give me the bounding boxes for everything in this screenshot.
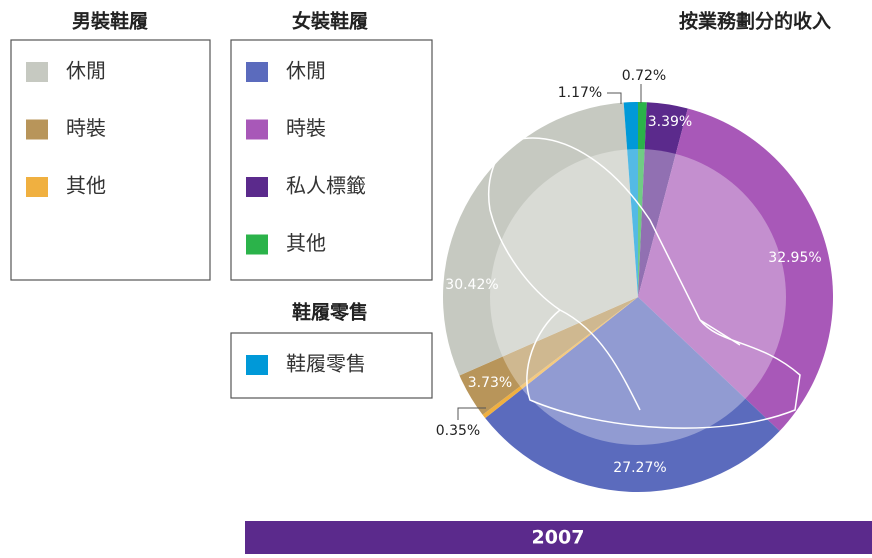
shoe-outline — [488, 137, 801, 429]
leader-line — [607, 92, 622, 104]
legend-label: 其他 — [66, 174, 106, 198]
value-label: 27.27% — [613, 460, 666, 476]
legend-swatch — [246, 355, 268, 375]
leader-line — [457, 407, 486, 420]
legend-label: 其他 — [286, 231, 326, 255]
value-label: 3.73% — [468, 375, 512, 391]
legend-swatch — [246, 177, 268, 197]
legend-label: 鞋履零售 — [286, 352, 366, 376]
pie-slice — [482, 297, 638, 419]
pie-slice — [638, 108, 833, 432]
pie-slice — [638, 102, 688, 297]
value-label: 3.39% — [648, 114, 692, 130]
legend-swatch — [26, 119, 48, 140]
footer-year: 2007 — [532, 527, 585, 549]
legend-title: 鞋履零售 — [292, 301, 368, 324]
pie — [443, 102, 833, 492]
legend-swatch — [26, 62, 48, 82]
legend-label: 私人標籤 — [286, 174, 366, 198]
legend-label: 休閒 — [286, 59, 326, 83]
value-label: 1.17% — [558, 85, 602, 101]
value-label: 0.72% — [622, 68, 666, 84]
pie-slice — [623, 102, 638, 297]
pie-slice — [459, 297, 638, 415]
legend-swatch — [246, 234, 268, 255]
legend-swatch — [246, 119, 268, 140]
legend-title: 女裝鞋履 — [292, 10, 368, 33]
leader-lines — [457, 84, 642, 420]
legend-swatch — [246, 62, 268, 82]
value-label: 0.35% — [436, 423, 480, 439]
footer-bar — [245, 521, 872, 554]
legend-label: 時裝 — [286, 116, 326, 140]
value-label: 32.95% — [768, 250, 821, 266]
legend-title: 男裝鞋履 — [72, 10, 148, 33]
legend-label: 時裝 — [66, 116, 106, 140]
inner-highlight — [490, 149, 786, 445]
chart-title: 按業務劃分的收入 — [679, 10, 831, 33]
pie-slice — [638, 102, 647, 297]
legend-swatch — [26, 177, 48, 197]
legend-label: 休閒 — [66, 59, 106, 83]
value-label: 30.42% — [445, 277, 498, 293]
